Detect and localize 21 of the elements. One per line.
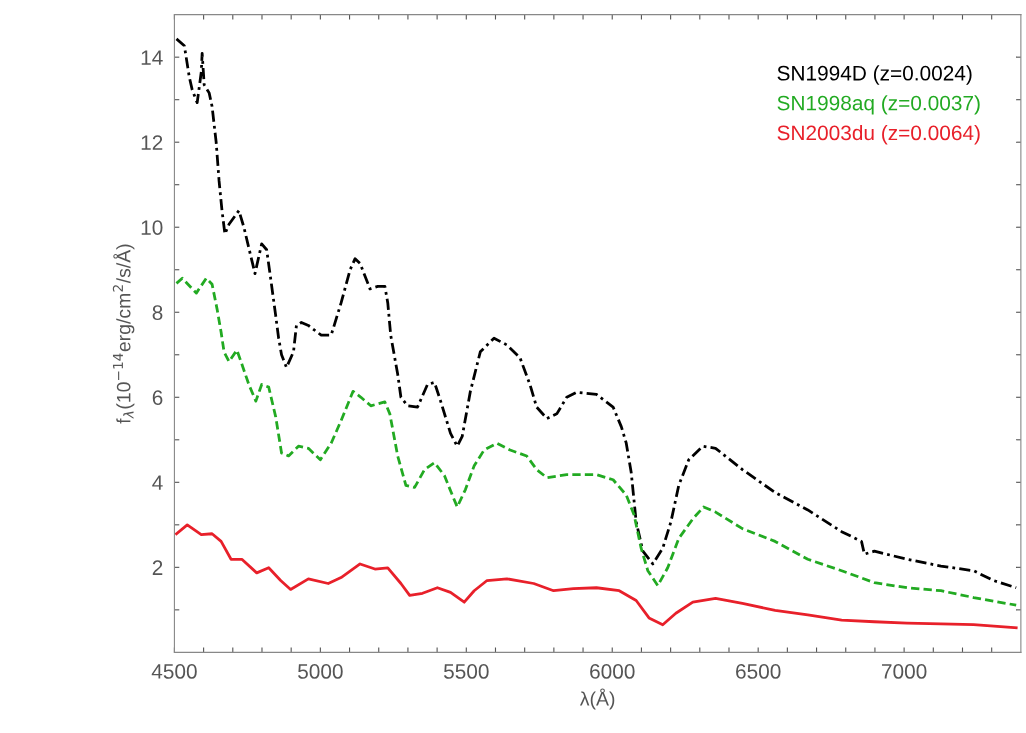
- x-tick-label: 6500: [736, 664, 781, 679]
- x-tick-label: 6000: [590, 664, 635, 679]
- text: SN2003du (z=0.0064): [777, 124, 980, 145]
- x-tick-label: 7000: [882, 664, 927, 679]
- y-axis-title: f$_{λ}$(10$^{−14}$erg/cm$^{2}$/s/Å): [112, 244, 135, 424]
- x-axis-title: λ(Å): [579, 688, 615, 710]
- y-tick-label: 8: [152, 305, 163, 321]
- text: SN1994D (z=0.0024): [777, 65, 972, 85]
- y-tick-label: 2: [152, 560, 163, 575]
- y-tick-label: 6: [152, 390, 163, 406]
- y-tick-label: 10: [141, 220, 163, 235]
- x-tick-label: 4500: [151, 664, 197, 679]
- line-series: [175, 37, 1018, 590]
- line-series: [175, 276, 1018, 607]
- y-tick-label: 12: [141, 135, 163, 150]
- x-tick-label: 5000: [298, 664, 343, 679]
- x-tick-label: 5500: [443, 664, 489, 679]
- y-tick-label: 14: [141, 50, 163, 65]
- y-tick-label: 4: [152, 475, 163, 490]
- line-series: [175, 523, 1018, 630]
- text: SN1998aq (z=0.0037): [777, 95, 980, 115]
